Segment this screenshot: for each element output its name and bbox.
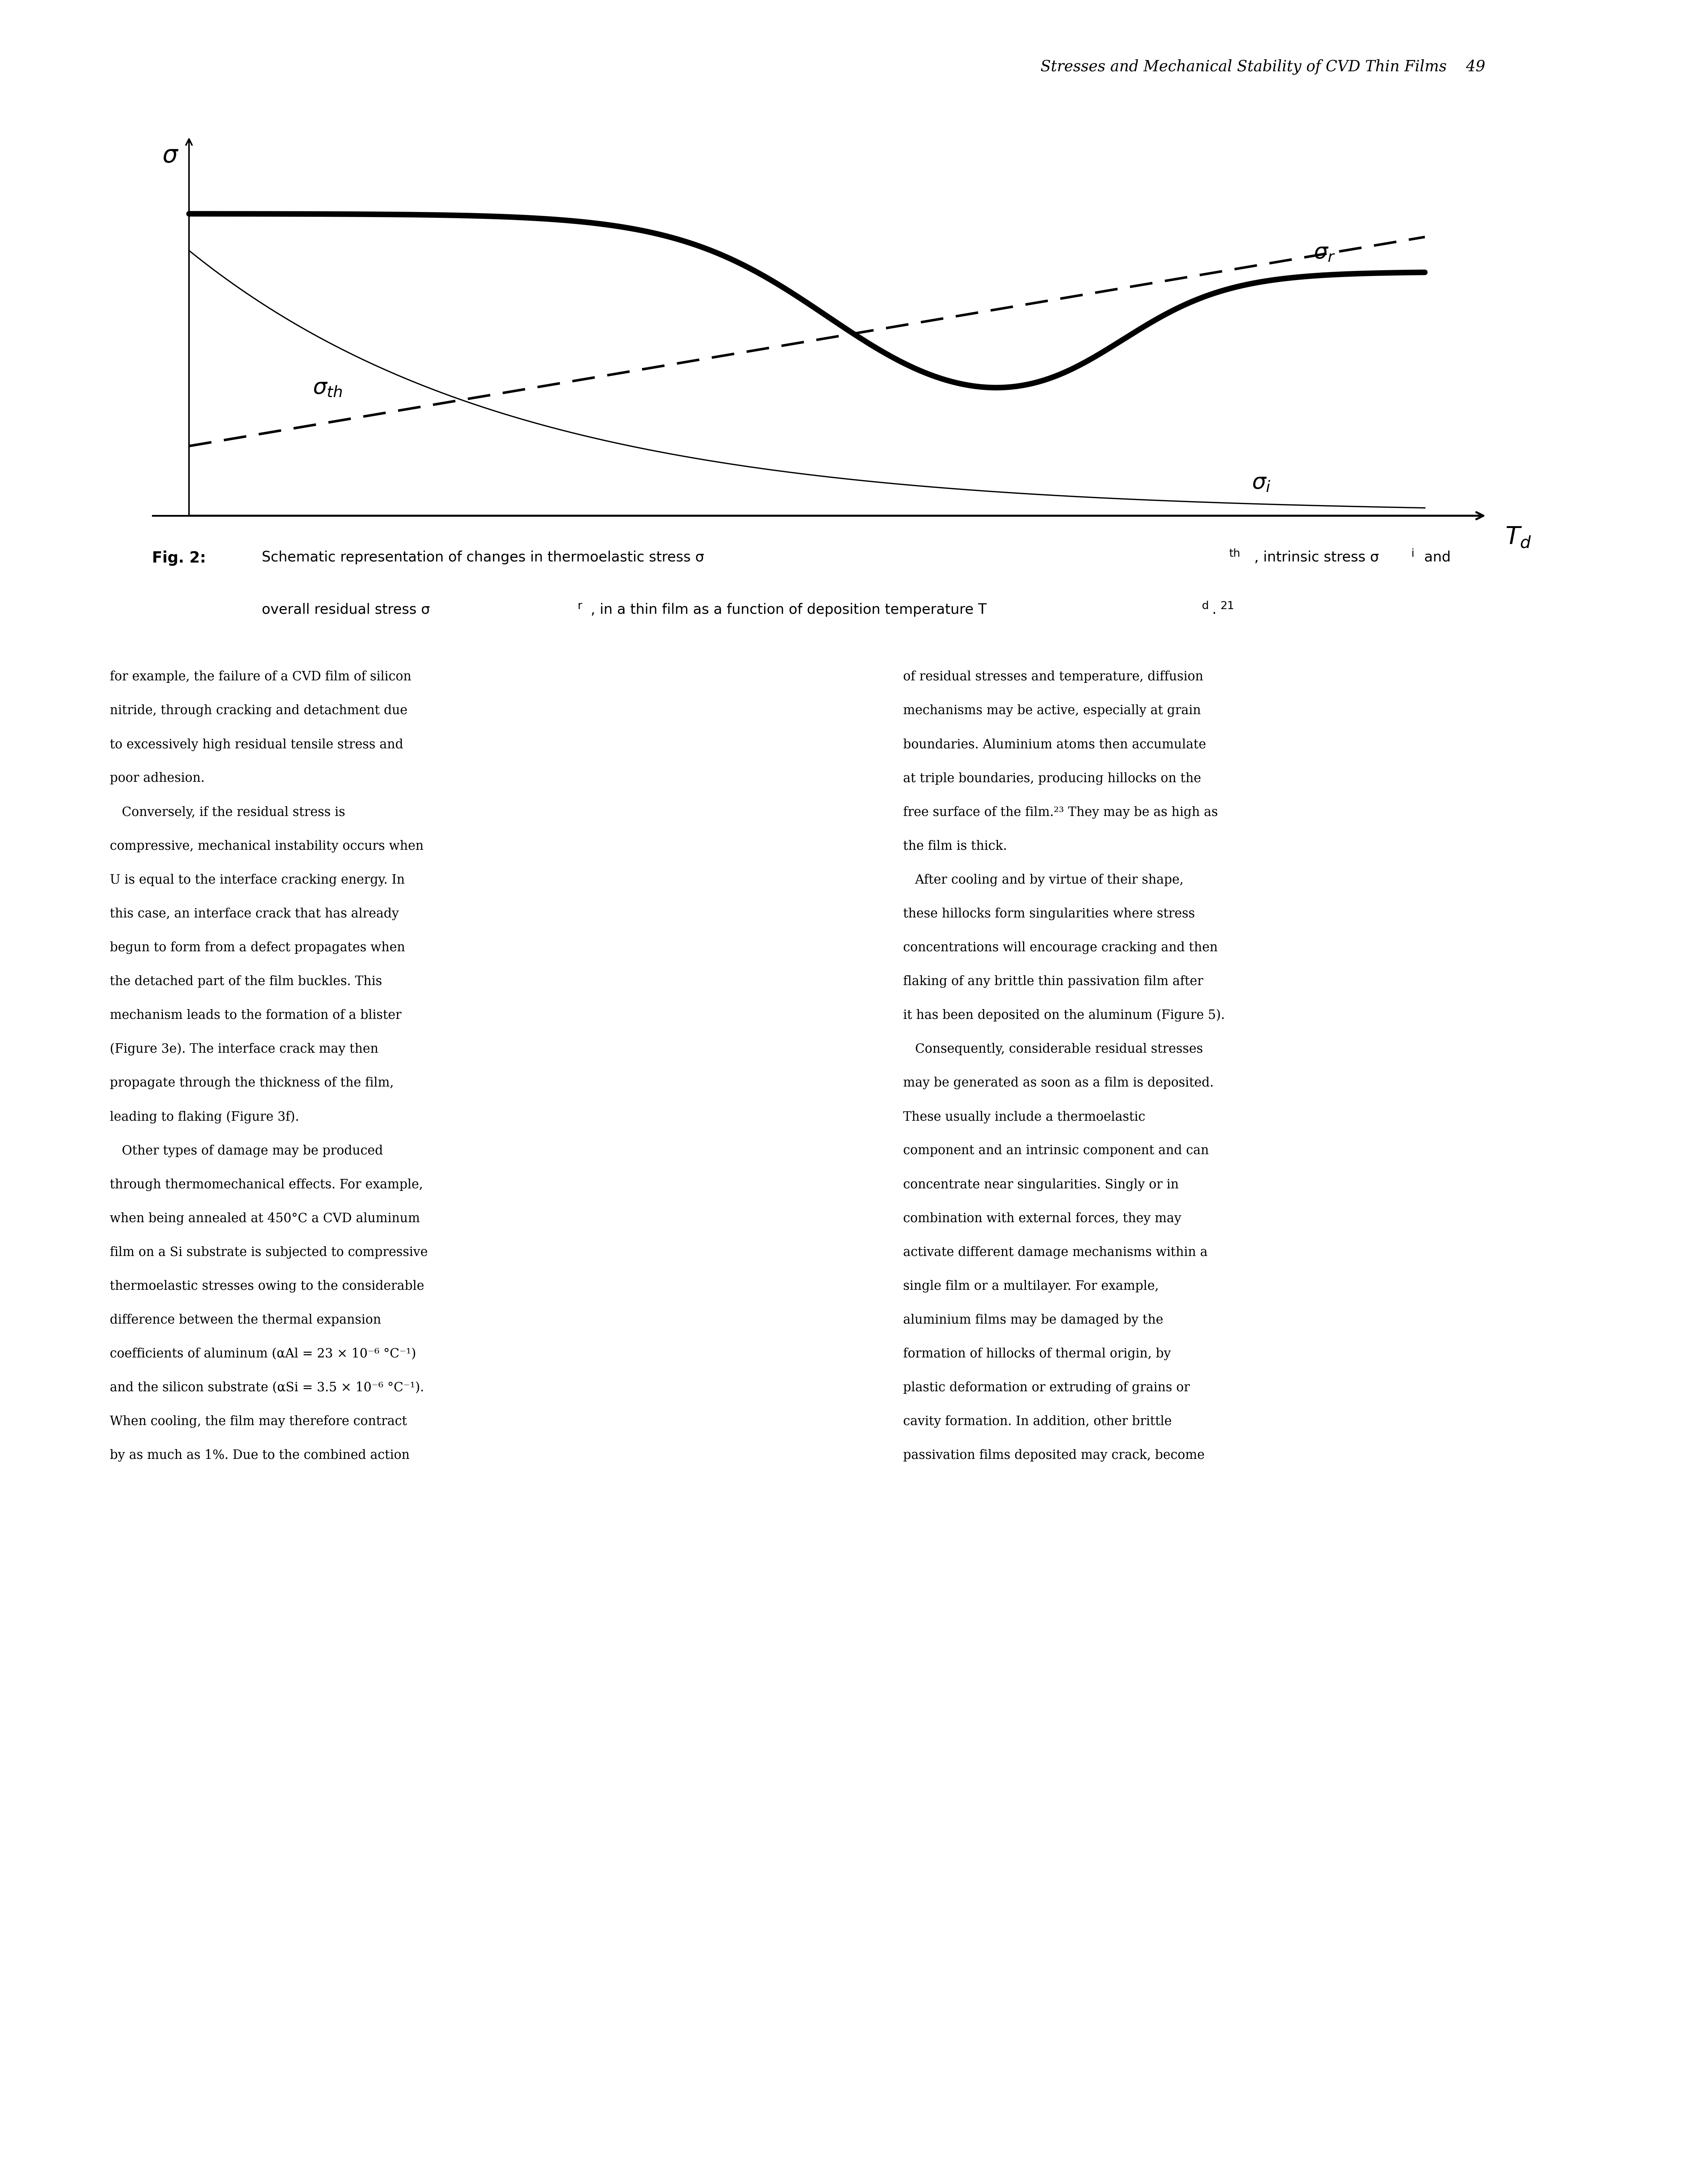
Text: $\sigma$: $\sigma$ [162,144,179,168]
Text: Conversely, if the residual stress is: Conversely, if the residual stress is [110,806,344,819]
Text: Stresses and Mechanical Stability of CVD Thin Films    49: Stresses and Mechanical Stability of CVD… [1041,59,1485,74]
Text: These usually include a thermoelastic: These usually include a thermoelastic [903,1112,1144,1123]
Text: .: . [1212,603,1217,616]
Text: compressive, mechanical instability occurs when: compressive, mechanical instability occu… [110,841,424,852]
Text: d: d [1202,601,1209,612]
Text: Consequently, considerable residual stresses: Consequently, considerable residual stre… [903,1044,1204,1055]
Text: may be generated as soon as a film is deposited.: may be generated as soon as a film is de… [903,1077,1214,1090]
Text: the film is thick.: the film is thick. [903,841,1008,852]
Text: when being annealed at 450°C a CVD aluminum: when being annealed at 450°C a CVD alumi… [110,1212,420,1225]
Text: th: th [1229,548,1241,559]
Text: through thermomechanical effects. For example,: through thermomechanical effects. For ex… [110,1179,424,1190]
Text: $\sigma_{th}$: $\sigma_{th}$ [312,376,343,397]
Text: poor adhesion.: poor adhesion. [110,773,204,784]
Text: nitride, through cracking and detachment due: nitride, through cracking and detachment… [110,703,407,716]
Text: thermoelastic stresses owing to the considerable: thermoelastic stresses owing to the cons… [110,1280,424,1293]
Text: , intrinsic stress σ: , intrinsic stress σ [1254,550,1379,563]
Text: leading to flaking (Figure 3f).: leading to flaking (Figure 3f). [110,1112,299,1123]
Text: $T_d$: $T_d$ [1506,526,1531,548]
Text: of residual stresses and temperature, diffusion: of residual stresses and temperature, di… [903,670,1204,684]
Text: concentrations will encourage cracking and then: concentrations will encourage cracking a… [903,941,1217,954]
Text: (Figure 3e). The interface crack may then: (Figure 3e). The interface crack may the… [110,1044,378,1055]
Text: concentrate near singularities. Singly or in: concentrate near singularities. Singly o… [903,1179,1178,1190]
Text: plastic deformation or extruding of grains or: plastic deformation or extruding of grai… [903,1382,1190,1393]
Text: After cooling and by virtue of their shape,: After cooling and by virtue of their sha… [903,874,1183,887]
Text: begun to form from a defect propagates when: begun to form from a defect propagates w… [110,941,405,954]
Text: at triple boundaries, producing hillocks on the: at triple boundaries, producing hillocks… [903,773,1202,784]
Text: and the silicon substrate (αSi = 3.5 × 10⁻⁶ °C⁻¹).: and the silicon substrate (αSi = 3.5 × 1… [110,1382,424,1393]
Text: passivation films deposited may crack, become: passivation films deposited may crack, b… [903,1450,1205,1461]
Text: $\sigma_r$: $\sigma_r$ [1313,242,1335,264]
Text: , in a thin film as a function of deposition temperature T: , in a thin film as a function of deposi… [591,603,987,616]
Text: cavity formation. In addition, other brittle: cavity formation. In addition, other bri… [903,1415,1171,1428]
Text: single film or a multilayer. For example,: single film or a multilayer. For example… [903,1280,1158,1293]
Text: aluminium films may be damaged by the: aluminium films may be damaged by the [903,1315,1163,1326]
Text: formation of hillocks of thermal origin, by: formation of hillocks of thermal origin,… [903,1348,1171,1361]
Text: r: r [577,601,582,612]
Text: mechanisms may be active, especially at grain: mechanisms may be active, especially at … [903,703,1200,716]
Text: activate different damage mechanisms within a: activate different damage mechanisms wit… [903,1245,1207,1258]
Text: mechanism leads to the formation of a blister: mechanism leads to the formation of a bl… [110,1009,402,1022]
Text: it has been deposited on the aluminum (Figure 5).: it has been deposited on the aluminum (F… [903,1009,1225,1022]
Text: to excessively high residual tensile stress and: to excessively high residual tensile str… [110,738,403,751]
Text: the detached part of the film buckles. This: the detached part of the film buckles. T… [110,976,381,987]
Text: and: and [1420,550,1450,563]
Text: 21: 21 [1220,601,1234,612]
Text: component and an intrinsic component and can: component and an intrinsic component and… [903,1144,1209,1158]
Text: When cooling, the film may therefore contract: When cooling, the film may therefore con… [110,1415,407,1428]
Text: difference between the thermal expansion: difference between the thermal expansion [110,1315,381,1326]
Text: Other types of damage may be produced: Other types of damage may be produced [110,1144,383,1158]
Text: i: i [1411,548,1415,559]
Text: overall residual stress σ: overall residual stress σ [262,603,430,616]
Text: combination with external forces, they may: combination with external forces, they m… [903,1212,1182,1225]
Text: flaking of any brittle thin passivation film after: flaking of any brittle thin passivation … [903,976,1204,987]
Text: these hillocks form singularities where stress: these hillocks form singularities where … [903,909,1195,919]
Text: film on a Si substrate is subjected to compressive: film on a Si substrate is subjected to c… [110,1245,427,1258]
Text: by as much as 1%. Due to the combined action: by as much as 1%. Due to the combined ac… [110,1450,410,1461]
Text: Fig. 2:: Fig. 2: [152,550,206,566]
Text: boundaries. Aluminium atoms then accumulate: boundaries. Aluminium atoms then accumul… [903,738,1205,751]
Text: coefficients of aluminum (αAl = 23 × 10⁻⁶ °C⁻¹): coefficients of aluminum (αAl = 23 × 10⁻… [110,1348,415,1361]
Text: free surface of the film.²³ They may be as high as: free surface of the film.²³ They may be … [903,806,1219,819]
Text: $\sigma_i$: $\sigma_i$ [1252,472,1271,494]
Text: U is equal to the interface cracking energy. In: U is equal to the interface cracking ene… [110,874,405,887]
Text: Schematic representation of changes in thermoelastic stress σ: Schematic representation of changes in t… [262,550,704,563]
Text: this case, an interface crack that has already: this case, an interface crack that has a… [110,909,398,919]
Text: propagate through the thickness of the film,: propagate through the thickness of the f… [110,1077,393,1090]
Text: for example, the failure of a CVD film of silicon: for example, the failure of a CVD film o… [110,670,412,684]
